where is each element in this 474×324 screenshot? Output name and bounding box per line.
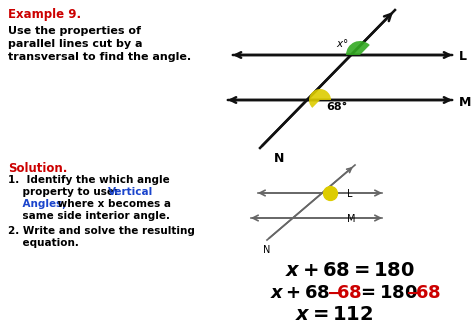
Text: $\boldsymbol{=180}$: $\boldsymbol{=180}$ xyxy=(357,284,418,302)
Wedge shape xyxy=(346,41,370,55)
Text: $\boldsymbol{x=112}$: $\boldsymbol{x=112}$ xyxy=(295,306,374,324)
Text: $x°$: $x°$ xyxy=(336,37,349,49)
Text: same side interior angle.: same side interior angle. xyxy=(8,211,170,221)
Text: Angles,: Angles, xyxy=(8,199,66,209)
Text: L: L xyxy=(459,51,467,64)
Text: L: L xyxy=(347,189,353,199)
Wedge shape xyxy=(309,89,331,108)
Text: Example 9.: Example 9. xyxy=(8,8,81,21)
Text: M: M xyxy=(459,96,471,109)
Text: where x becomes a: where x becomes a xyxy=(54,199,171,209)
Text: 1.  Identify the which angle: 1. Identify the which angle xyxy=(8,175,170,185)
Text: $\boldsymbol{-}$: $\boldsymbol{-}$ xyxy=(405,284,420,302)
Text: $\boldsymbol{x+68=180}$: $\boldsymbol{x+68=180}$ xyxy=(285,262,415,280)
Text: $\boldsymbol{x+68}$: $\boldsymbol{x+68}$ xyxy=(270,284,330,302)
Text: 68°: 68° xyxy=(326,102,347,112)
Text: Solution.: Solution. xyxy=(8,162,67,175)
Text: N: N xyxy=(274,152,284,165)
Text: Use the properties of
parallel lines cut by a
transversal to find the angle.: Use the properties of parallel lines cut… xyxy=(8,26,191,63)
Text: M: M xyxy=(347,214,356,224)
Text: equation.: equation. xyxy=(8,238,79,248)
Text: Vertical: Vertical xyxy=(108,187,153,197)
Text: $\boldsymbol{68}$: $\boldsymbol{68}$ xyxy=(415,284,441,302)
Text: N: N xyxy=(263,245,270,255)
Text: 2. Write and solve the resulting: 2. Write and solve the resulting xyxy=(8,226,195,236)
Text: property to use:: property to use: xyxy=(8,187,122,197)
Text: $\boldsymbol{68}$: $\boldsymbol{68}$ xyxy=(336,284,362,302)
Text: $\boldsymbol{-}$: $\boldsymbol{-}$ xyxy=(326,284,341,302)
